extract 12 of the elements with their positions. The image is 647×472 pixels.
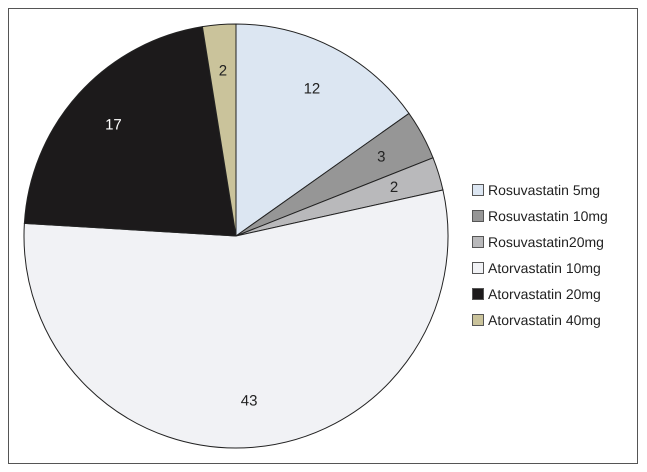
legend-label: Rosuvastatin 10mg <box>488 208 608 224</box>
legend-label: Rosuvastatin20mg <box>488 234 604 250</box>
data-label: 2 <box>218 62 228 80</box>
legend-label: Atorvastatin 20mg <box>488 286 601 302</box>
legend-label: Atorvastatin 40mg <box>488 312 601 328</box>
data-label: 43 <box>240 392 258 410</box>
data-label: 3 <box>377 148 386 166</box>
data-label: 2 <box>390 178 398 196</box>
legend-label: Rosuvastatin 5mg <box>488 182 600 198</box>
data-label: 17 <box>105 116 122 134</box>
data-label: 12 <box>304 80 320 98</box>
slice-label: Atorvastatin 10mg <box>488 260 601 276</box>
